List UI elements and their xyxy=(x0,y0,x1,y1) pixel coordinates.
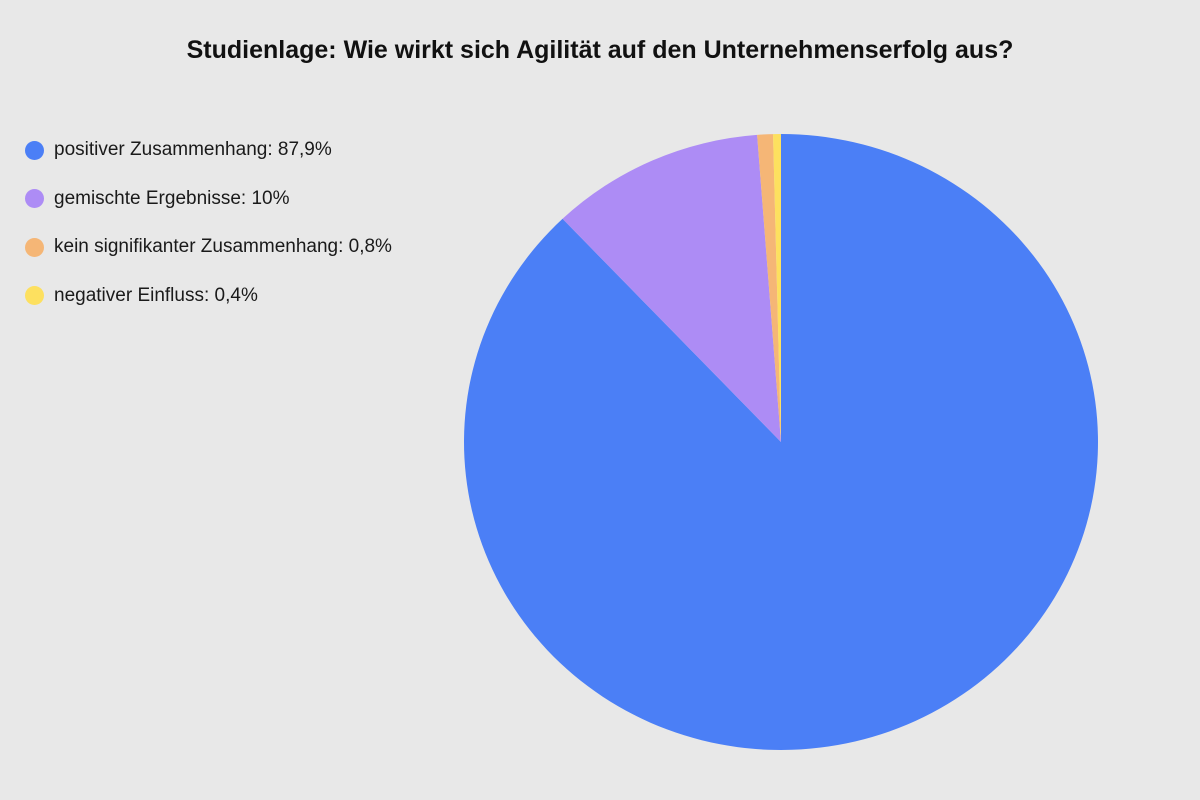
pie-slice-positive xyxy=(463,134,1098,751)
pie-slice-mixed xyxy=(562,134,781,442)
legend-label-negative: negativer Einfluss: 0,4% xyxy=(54,284,258,306)
legend: positiver Zusammenhang: 87,9% gemischte … xyxy=(25,137,392,331)
legend-item-negative: negativer Einfluss: 0,4% xyxy=(25,283,392,309)
pie-slice-negative xyxy=(773,134,781,442)
legend-item-mixed: gemischte Ergebnisse: 10% xyxy=(25,186,392,212)
legend-swatch-none xyxy=(25,237,44,257)
legend-swatch-negative xyxy=(25,286,44,305)
chart-title: Studienlage: Wie wirkt sich Agilität auf… xyxy=(186,36,1014,64)
legend-swatch-mixed xyxy=(25,189,44,208)
legend-item-none: kein signifikanter Zusammenhang: 0,8% xyxy=(25,234,392,260)
legend-swatch-positive xyxy=(25,140,44,160)
legend-label-mixed: gemischte Ergebnisse: 10% xyxy=(54,187,290,209)
legend-item-positive: positiver Zusammenhang: 87,9% xyxy=(25,137,392,163)
legend-label-positive: positiver Zusammenhang: 87,9% xyxy=(54,139,332,160)
pie-slice-none xyxy=(757,134,781,442)
legend-label-none: kein signifikanter Zusammenhang: 0,8% xyxy=(54,236,392,257)
